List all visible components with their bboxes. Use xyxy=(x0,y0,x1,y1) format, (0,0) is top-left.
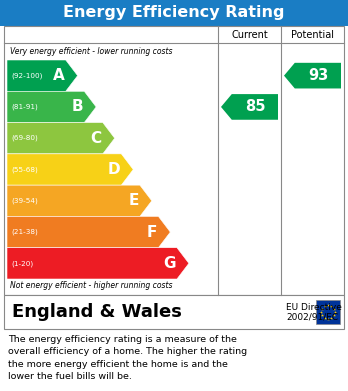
Polygon shape xyxy=(7,185,152,217)
Text: (92-100): (92-100) xyxy=(11,72,42,79)
Polygon shape xyxy=(7,122,115,154)
Polygon shape xyxy=(221,94,278,120)
Text: EU Directive: EU Directive xyxy=(286,303,342,312)
Text: C: C xyxy=(91,131,102,146)
Text: E: E xyxy=(128,193,139,208)
Text: (81-91): (81-91) xyxy=(11,104,38,110)
Text: (55-68): (55-68) xyxy=(11,166,38,173)
Text: Current: Current xyxy=(231,29,268,39)
Text: D: D xyxy=(108,162,120,177)
Polygon shape xyxy=(7,60,78,91)
Text: 93: 93 xyxy=(308,68,328,83)
Text: (21-38): (21-38) xyxy=(11,229,38,235)
Polygon shape xyxy=(284,63,341,88)
Polygon shape xyxy=(7,154,133,185)
Text: The energy efficiency rating is a measure of the
overall efficiency of a home. T: The energy efficiency rating is a measur… xyxy=(8,335,247,381)
Bar xyxy=(316,300,340,324)
Polygon shape xyxy=(7,91,96,122)
Polygon shape xyxy=(7,217,170,248)
Bar xyxy=(4,26,344,295)
Bar xyxy=(4,295,344,329)
Text: B: B xyxy=(72,99,83,115)
Text: A: A xyxy=(53,68,65,83)
Text: Potential: Potential xyxy=(291,29,334,39)
Text: 2002/91/EC: 2002/91/EC xyxy=(286,312,338,321)
Text: (39-54): (39-54) xyxy=(11,197,38,204)
Text: (69-80): (69-80) xyxy=(11,135,38,142)
Text: Very energy efficient - lower running costs: Very energy efficient - lower running co… xyxy=(10,47,173,57)
Text: 85: 85 xyxy=(245,99,265,115)
Text: G: G xyxy=(164,256,176,271)
Text: Energy Efficiency Rating: Energy Efficiency Rating xyxy=(63,5,285,20)
Text: (1-20): (1-20) xyxy=(11,260,33,267)
Bar xyxy=(0,0,348,26)
Polygon shape xyxy=(7,248,189,279)
Text: F: F xyxy=(147,224,157,240)
Text: Not energy efficient - higher running costs: Not energy efficient - higher running co… xyxy=(10,282,173,291)
Text: England & Wales: England & Wales xyxy=(12,303,182,321)
